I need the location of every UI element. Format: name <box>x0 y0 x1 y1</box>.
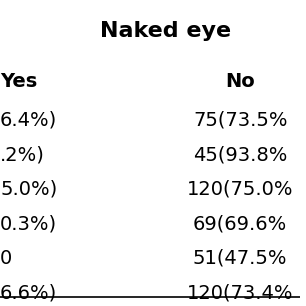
Text: No: No <box>225 72 255 91</box>
Text: Yes: Yes <box>0 72 37 91</box>
Text: 75(73.5%: 75(73.5% <box>193 111 287 130</box>
Text: Naked eye: Naked eye <box>99 21 231 41</box>
Text: 45(93.8%: 45(93.8% <box>193 145 287 165</box>
Text: 51(47.5%: 51(47.5% <box>193 249 287 268</box>
Text: 6.6%): 6.6%) <box>0 283 57 302</box>
Text: 5.0%): 5.0%) <box>0 180 57 199</box>
Text: .2%): .2%) <box>0 145 45 165</box>
Text: 69(69.6%: 69(69.6% <box>193 215 287 233</box>
Text: 120(73.4%: 120(73.4% <box>187 283 293 302</box>
Text: 0: 0 <box>0 249 12 268</box>
Text: 0.3%): 0.3%) <box>0 215 57 233</box>
Text: 120(75.0%: 120(75.0% <box>187 180 293 199</box>
Text: 6.4%): 6.4%) <box>0 111 57 130</box>
